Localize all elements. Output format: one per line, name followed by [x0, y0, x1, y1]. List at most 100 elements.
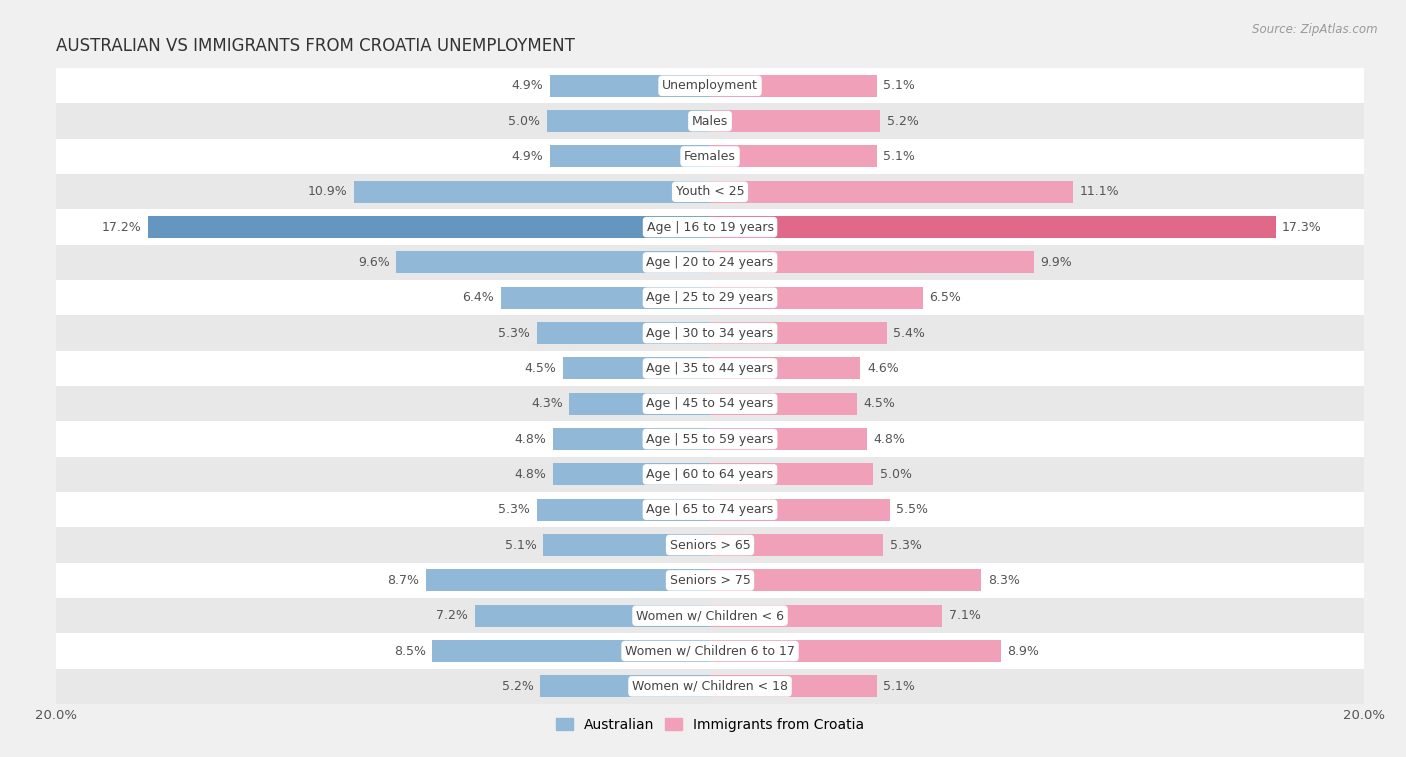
Text: Women w/ Children < 18: Women w/ Children < 18: [633, 680, 787, 693]
Text: Unemployment: Unemployment: [662, 79, 758, 92]
Bar: [710, 357, 860, 379]
Text: 5.3%: 5.3%: [498, 326, 530, 340]
Bar: [710, 251, 1033, 273]
Bar: [710, 217, 1275, 238]
Text: 4.3%: 4.3%: [531, 397, 562, 410]
Text: Women w/ Children 6 to 17: Women w/ Children 6 to 17: [626, 644, 794, 658]
Text: Women w/ Children < 6: Women w/ Children < 6: [636, 609, 785, 622]
Text: 9.6%: 9.6%: [359, 256, 389, 269]
Text: 17.3%: 17.3%: [1282, 220, 1322, 234]
Bar: [56, 68, 1364, 104]
Text: Females: Females: [685, 150, 735, 163]
Text: 7.1%: 7.1%: [949, 609, 980, 622]
Text: 17.2%: 17.2%: [101, 220, 141, 234]
Text: Males: Males: [692, 114, 728, 128]
Bar: [56, 528, 1364, 562]
Text: 5.2%: 5.2%: [887, 114, 918, 128]
Bar: [569, 393, 710, 415]
Text: 4.5%: 4.5%: [524, 362, 557, 375]
Text: Seniors > 75: Seniors > 75: [669, 574, 751, 587]
Text: 10.9%: 10.9%: [308, 185, 347, 198]
Bar: [56, 104, 1364, 139]
Bar: [56, 422, 1364, 456]
Text: 4.9%: 4.9%: [512, 150, 543, 163]
Bar: [710, 499, 890, 521]
Bar: [56, 386, 1364, 422]
Bar: [56, 668, 1364, 704]
Text: 5.1%: 5.1%: [883, 150, 915, 163]
Bar: [550, 75, 710, 97]
Bar: [710, 605, 942, 627]
Text: 5.1%: 5.1%: [505, 538, 537, 552]
Text: 5.5%: 5.5%: [897, 503, 928, 516]
Text: 7.2%: 7.2%: [436, 609, 468, 622]
Text: Age | 35 to 44 years: Age | 35 to 44 years: [647, 362, 773, 375]
Text: 4.6%: 4.6%: [868, 362, 898, 375]
Text: 5.1%: 5.1%: [883, 680, 915, 693]
Text: Age | 55 to 59 years: Age | 55 to 59 years: [647, 432, 773, 446]
Bar: [710, 675, 877, 697]
Text: 4.5%: 4.5%: [863, 397, 896, 410]
Bar: [710, 640, 1001, 662]
Text: AUSTRALIAN VS IMMIGRANTS FROM CROATIA UNEMPLOYMENT: AUSTRALIAN VS IMMIGRANTS FROM CROATIA UN…: [56, 37, 575, 55]
Bar: [562, 357, 710, 379]
Bar: [56, 210, 1364, 245]
Bar: [710, 569, 981, 591]
Bar: [550, 145, 710, 167]
Text: Seniors > 65: Seniors > 65: [669, 538, 751, 552]
Bar: [710, 428, 868, 450]
Bar: [56, 280, 1364, 316]
Text: Age | 20 to 24 years: Age | 20 to 24 years: [647, 256, 773, 269]
Text: 8.7%: 8.7%: [387, 574, 419, 587]
Text: 8.3%: 8.3%: [988, 574, 1019, 587]
Text: 4.9%: 4.9%: [512, 79, 543, 92]
Text: Age | 30 to 34 years: Age | 30 to 34 years: [647, 326, 773, 340]
Text: 6.5%: 6.5%: [929, 291, 960, 304]
Bar: [148, 217, 710, 238]
Bar: [56, 139, 1364, 174]
Legend: Australian, Immigrants from Croatia: Australian, Immigrants from Croatia: [555, 718, 865, 732]
Bar: [432, 640, 710, 662]
Text: Age | 16 to 19 years: Age | 16 to 19 years: [647, 220, 773, 234]
Text: 5.2%: 5.2%: [502, 680, 533, 693]
Text: Age | 25 to 29 years: Age | 25 to 29 years: [647, 291, 773, 304]
Text: 5.0%: 5.0%: [880, 468, 912, 481]
Bar: [540, 675, 710, 697]
Bar: [537, 322, 710, 344]
Text: 4.8%: 4.8%: [515, 468, 547, 481]
Bar: [547, 111, 710, 132]
Bar: [426, 569, 710, 591]
Text: 9.9%: 9.9%: [1040, 256, 1071, 269]
Bar: [475, 605, 710, 627]
Text: Age | 45 to 54 years: Age | 45 to 54 years: [647, 397, 773, 410]
Text: Age | 65 to 74 years: Age | 65 to 74 years: [647, 503, 773, 516]
Bar: [537, 499, 710, 521]
Bar: [710, 322, 887, 344]
Bar: [553, 463, 710, 485]
Bar: [354, 181, 710, 203]
Bar: [710, 75, 877, 97]
Bar: [56, 350, 1364, 386]
Bar: [710, 534, 883, 556]
Text: 8.5%: 8.5%: [394, 644, 426, 658]
Bar: [56, 634, 1364, 668]
Bar: [710, 145, 877, 167]
Bar: [396, 251, 710, 273]
Bar: [56, 562, 1364, 598]
Bar: [56, 174, 1364, 210]
Bar: [56, 316, 1364, 350]
Bar: [710, 393, 858, 415]
Text: 4.8%: 4.8%: [873, 432, 905, 446]
Bar: [56, 492, 1364, 528]
Text: 5.1%: 5.1%: [883, 79, 915, 92]
Text: Youth < 25: Youth < 25: [676, 185, 744, 198]
Text: 6.4%: 6.4%: [463, 291, 495, 304]
Text: 11.1%: 11.1%: [1080, 185, 1119, 198]
Text: Age | 60 to 64 years: Age | 60 to 64 years: [647, 468, 773, 481]
Text: 5.0%: 5.0%: [508, 114, 540, 128]
Text: 5.4%: 5.4%: [893, 326, 925, 340]
Bar: [56, 598, 1364, 634]
Text: Source: ZipAtlas.com: Source: ZipAtlas.com: [1253, 23, 1378, 36]
Bar: [543, 534, 710, 556]
Text: 5.3%: 5.3%: [890, 538, 922, 552]
